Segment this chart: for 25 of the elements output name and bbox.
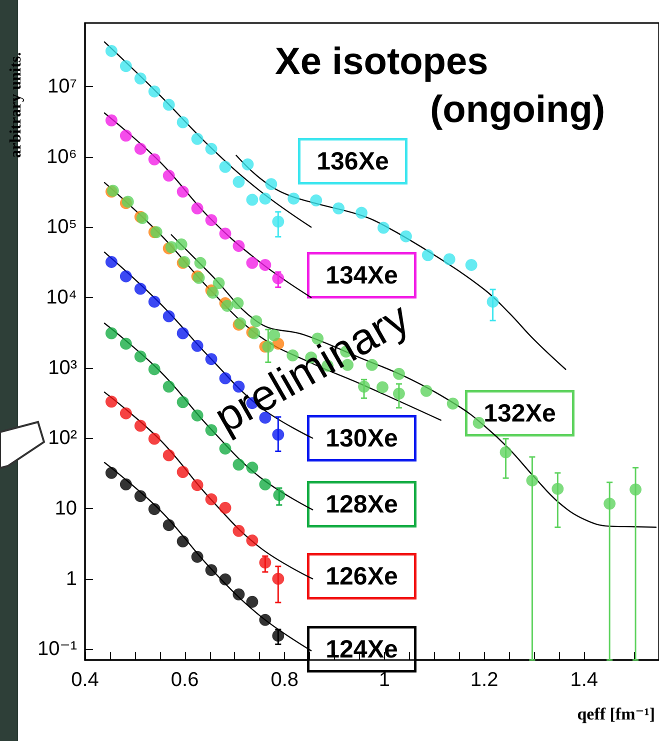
series-label: 136Xe	[316, 147, 389, 176]
series-label: 128Xe	[326, 490, 398, 518]
y-tick-label: 10⁵	[46, 216, 77, 238]
text: Xe isotopes	[275, 41, 488, 83]
y-tick-label: 10⁻¹	[38, 638, 78, 660]
y-tick-label: 10	[54, 497, 77, 520]
x-tick-label: 0.6	[170, 669, 199, 691]
y-tick-label: 10⁷	[48, 76, 77, 98]
x-tick-label: 1	[378, 669, 390, 691]
text: (ongoing)	[430, 89, 606, 131]
series-label: 134Xe	[326, 261, 398, 290]
x-axis-title: qeff [fm⁻¹]	[577, 704, 655, 724]
y-tick-label: 1	[66, 568, 77, 590]
x-tick-label: 0.4	[71, 669, 99, 691]
y-tick-label: 10⁶	[46, 146, 77, 168]
y-tick-label: 10³	[48, 356, 78, 379]
y-tick-label: 10⁴	[46, 286, 77, 308]
x-tick-label: 1.2	[470, 669, 498, 691]
series-label: 124Xe	[326, 635, 398, 664]
x-tick-label: 0.8	[270, 669, 299, 691]
y-tick-label: 10²	[48, 427, 78, 450]
series-label: 126Xe	[326, 562, 398, 590]
y-axis-title: arbitrary units.	[8, 52, 24, 158]
series-label: 132Xe	[484, 399, 556, 428]
x-tick-label: 1.4	[570, 669, 598, 691]
